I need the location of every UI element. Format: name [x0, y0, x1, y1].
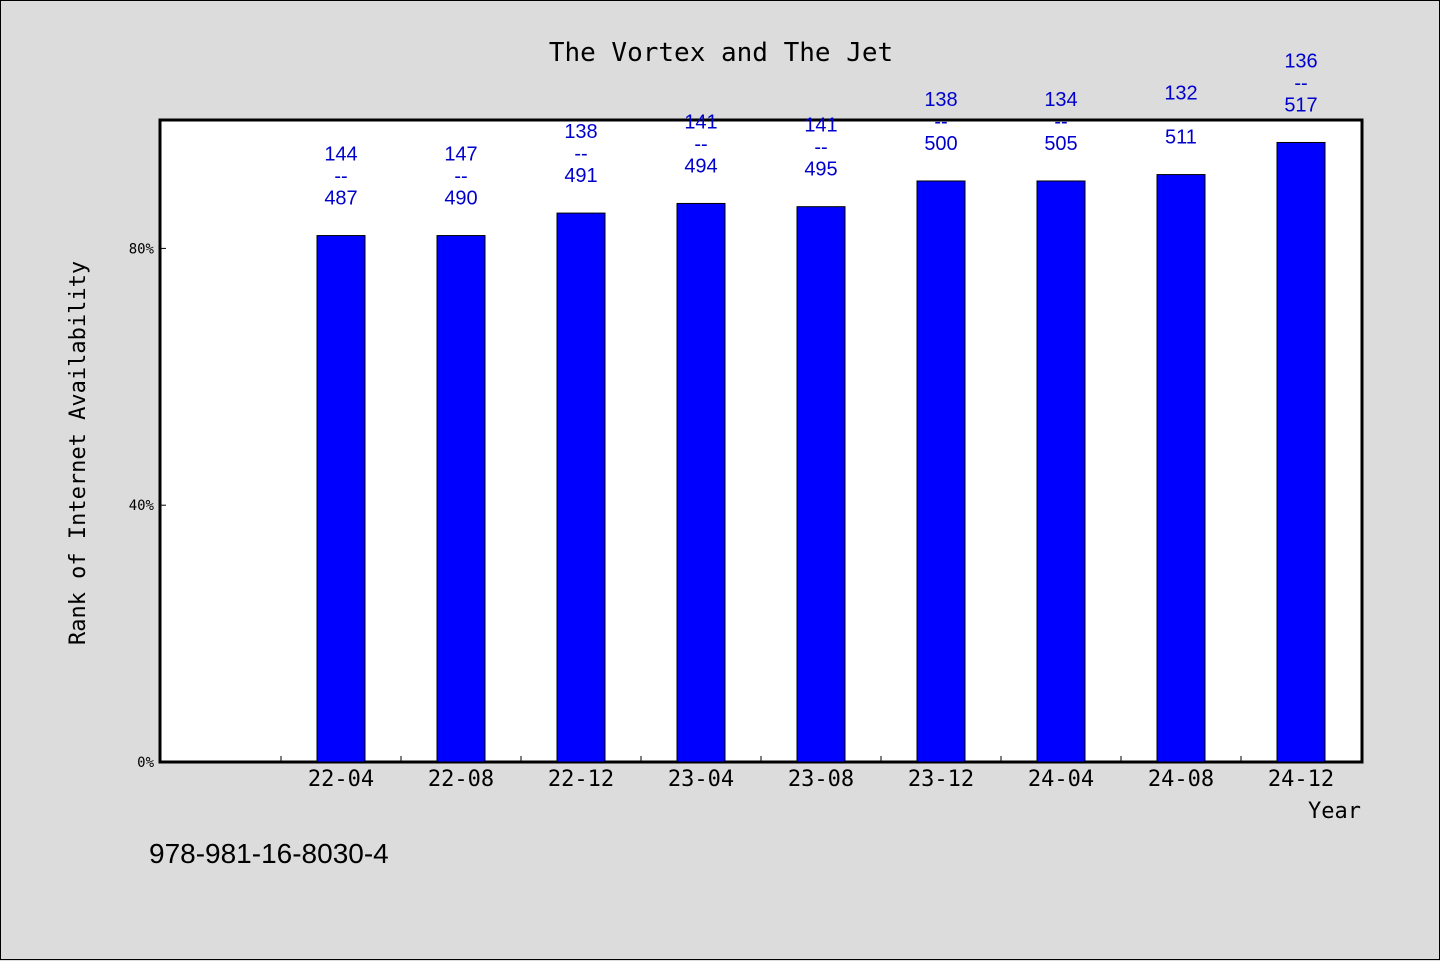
bar-data-label: 134: [1044, 89, 1077, 111]
footer-isbn: 978-981-16-8030-4: [149, 838, 389, 869]
x-tick-label: 22-12: [548, 767, 614, 792]
bar-22-04: [316, 235, 366, 763]
x-axis: 22-04 22-08 22-12 23-04 23-08 23-12 24-04 24-08…: [280, 756, 1334, 792]
bar-data-label: 505: [1044, 133, 1077, 155]
bar-data-label: --: [934, 111, 947, 133]
bar-data-label: 138: [564, 121, 597, 143]
y-tick-label: 0%: [137, 755, 154, 771]
x-axis-label: Year: [1308, 799, 1361, 824]
y-axis: 0% 40% 80%: [129, 241, 166, 771]
x-tick-label: 22-08: [428, 767, 494, 792]
bar-data-label: 136: [1284, 50, 1317, 72]
bar-data-label: 132: [1164, 83, 1197, 105]
x-tick-label: 23-12: [908, 767, 974, 792]
x-tick-label: 23-04: [668, 767, 734, 792]
bar-data-label: 511: [1165, 127, 1197, 149]
bar-22-08: [436, 235, 486, 763]
chart-title: The Vortex and The Jet: [549, 38, 893, 68]
bar-24-12: [1276, 141, 1326, 763]
y-tick-label: 80%: [129, 241, 155, 257]
bars-group: [316, 141, 1326, 763]
bar-data-label: 491: [564, 165, 597, 187]
bar-data-label: 487: [324, 188, 357, 210]
bar-data-label: 494: [684, 155, 717, 177]
bar-data-label: --: [574, 143, 587, 165]
bar-data-label: 490: [444, 188, 477, 210]
bar-data-label: --: [454, 166, 467, 188]
data-labels-group: 144--487147--490138--491141--494141--495…: [324, 50, 1317, 209]
bar-data-label: --: [1054, 111, 1067, 133]
bar-23-08: [796, 206, 846, 763]
bar-data-label: 138: [924, 89, 957, 111]
x-tick-label: 24-08: [1148, 767, 1214, 792]
x-tick-label: 24-12: [1268, 767, 1334, 792]
y-axis-label: Rank of Internet Availability: [66, 261, 91, 645]
bar-24-08: [1156, 174, 1206, 763]
bar-data-label: 495: [804, 159, 837, 181]
bar-data-label: 500: [924, 133, 957, 155]
bar-23-04: [676, 202, 726, 763]
bar-data-label: --: [334, 166, 347, 188]
y-tick-label: 40%: [129, 498, 155, 514]
bar-data-label: 141: [804, 115, 837, 137]
bar-data-label: 144: [324, 144, 357, 166]
x-tick-label: 22-04: [308, 767, 374, 792]
bar-23-12: [916, 180, 966, 763]
bar-data-label: 517: [1284, 94, 1317, 116]
bar-24-04: [1036, 180, 1086, 763]
bar-data-label: --: [814, 137, 827, 159]
bar-22-12: [556, 212, 606, 763]
x-tick-label: 23-08: [788, 767, 854, 792]
bar-data-label: 141: [684, 111, 717, 133]
x-tick-label: 24-04: [1028, 767, 1094, 792]
bar-data-label: --: [1294, 72, 1307, 94]
bar-data-label: --: [694, 133, 707, 155]
bar-data-label: 147: [444, 144, 477, 166]
